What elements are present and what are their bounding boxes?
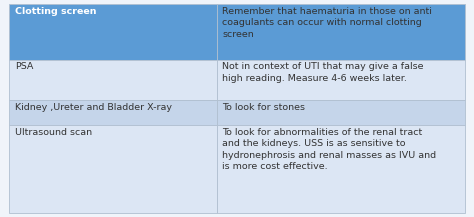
Text: Not in context of UTI that may give a false
high reading. Measure 4-6 weeks late: Not in context of UTI that may give a fa… [222,62,424,83]
FancyBboxPatch shape [9,125,217,213]
Text: To look for stones: To look for stones [222,103,305,112]
FancyBboxPatch shape [217,4,465,59]
Text: PSA: PSA [15,62,34,71]
Text: Clotting screen: Clotting screen [15,7,97,16]
FancyBboxPatch shape [217,100,465,125]
FancyBboxPatch shape [217,125,465,213]
FancyBboxPatch shape [9,100,217,125]
Text: Kidney ,Ureter and Bladder X-ray: Kidney ,Ureter and Bladder X-ray [15,103,172,112]
FancyBboxPatch shape [9,4,217,59]
Text: Remember that haematuria in those on anti
coagulants can occur with normal clott: Remember that haematuria in those on ant… [222,7,432,39]
FancyBboxPatch shape [217,59,465,100]
Text: To look for abnormalities of the renal tract
and the kidneys. USS is as sensitiv: To look for abnormalities of the renal t… [222,128,437,171]
Text: Ultrasound scan: Ultrasound scan [15,128,92,137]
FancyBboxPatch shape [9,59,217,100]
